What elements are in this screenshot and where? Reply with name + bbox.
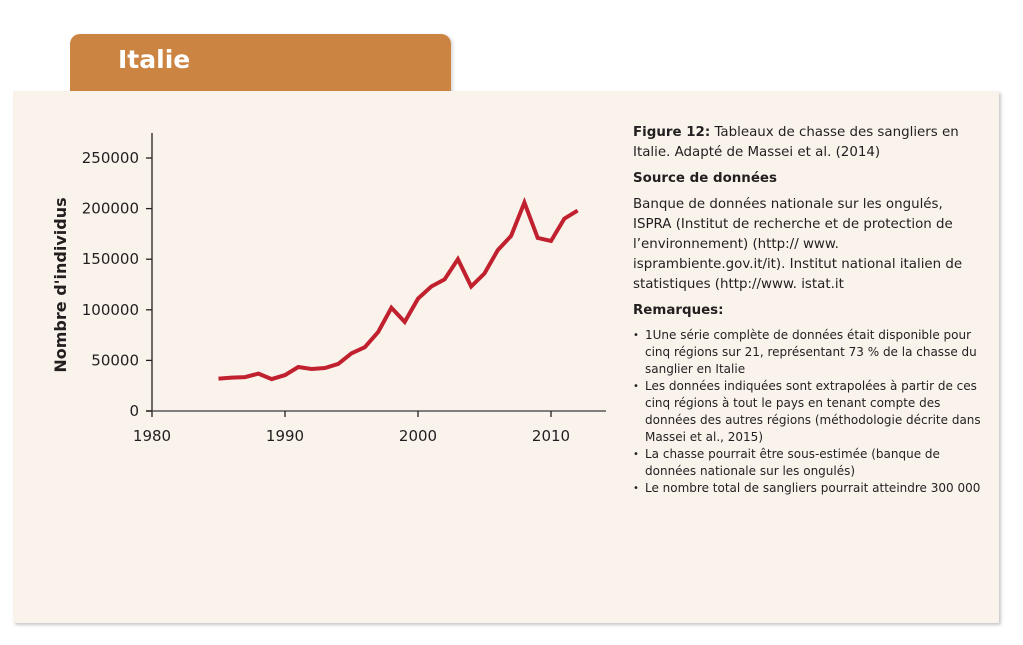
section-title: Italie [118, 45, 191, 74]
y-axis-title: Nombre d'individus [51, 197, 70, 372]
y-tick-label: 200000 [82, 200, 139, 218]
remark-item: 1Une série complète de données était dis… [633, 327, 983, 378]
remarks-list: 1Une série complète de données était dis… [633, 327, 983, 497]
chart-marks [218, 196, 579, 382]
figure-side-panel: Figure 12: Tableaux de chasse des sangli… [633, 123, 983, 497]
x-tick-label: 2000 [399, 427, 437, 445]
y-tick-label: 150000 [82, 250, 139, 268]
remarks-heading: Remarques: [633, 303, 724, 318]
y-tick-label: 50000 [91, 351, 139, 369]
source-text: Banque de données nationale sur les ongu… [633, 197, 963, 292]
remark-item: Les données indiquées sont extrapolées à… [633, 378, 983, 446]
series-line [218, 196, 579, 382]
figure-caption: Figure 12: Tableaux de chasse des sangli… [633, 123, 983, 163]
remark-item: La chasse pourrait être sous-estimée (ba… [633, 446, 983, 480]
y-tick-label: 100000 [82, 301, 139, 319]
x-tick-label: 1990 [266, 427, 304, 445]
x-tick-label: 1980 [133, 427, 171, 445]
y-tick-label: 250000 [82, 149, 139, 167]
remark-item: Le nombre total de sangliers pourrait at… [633, 480, 983, 497]
y-tick-label: 0 [129, 402, 139, 420]
section-tab: Italie [70, 34, 451, 94]
source-heading: Source de données [633, 171, 777, 186]
chart-axes: 0 50000 100000 150000 200000 250000 1980 1990 20… [82, 133, 606, 445]
figure-caption-text: Tableaux de chasse des sangliers en Ital… [633, 125, 959, 160]
x-tick-label: 2010 [532, 427, 570, 445]
figure-label: Figure 12: [633, 125, 711, 140]
